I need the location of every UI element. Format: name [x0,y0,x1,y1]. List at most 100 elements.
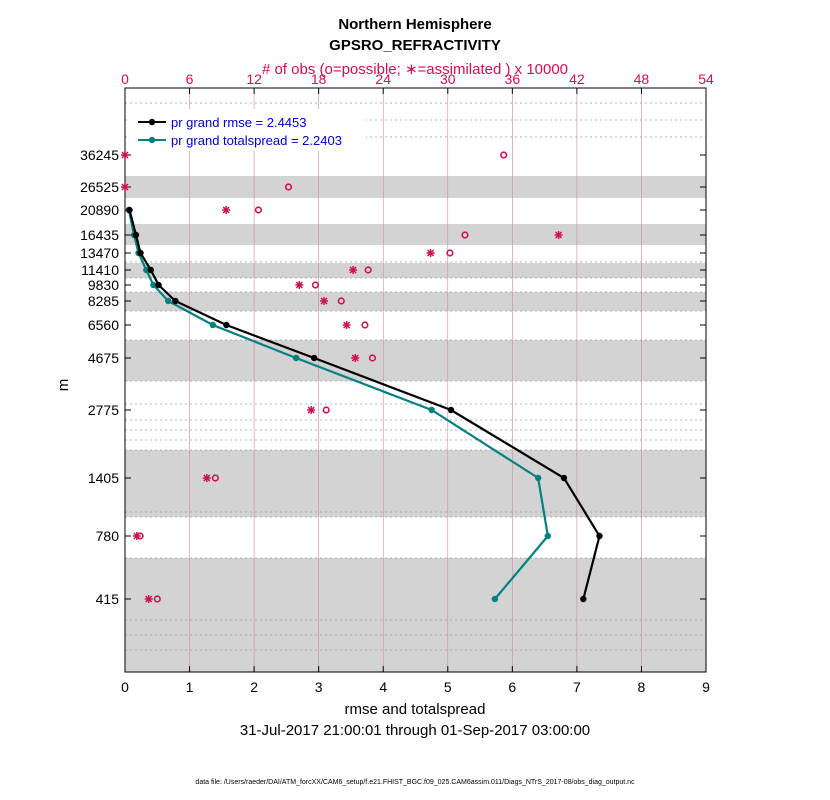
obs-possible-point [361,321,369,329]
obs-possible-point [368,354,377,362]
y-tick-label: 36245 [80,147,119,163]
rmse-point [580,595,587,603]
legend-spread-label: pr grand totalspread = 2.2403 [171,133,342,148]
obs-assimilated-point [222,206,231,214]
level-band [125,263,706,278]
top-axis-label: # of obs (o=possible; ∗=assimilated ) x … [262,61,568,78]
x-tick-label: 6 [508,679,516,695]
rmse-point [310,354,318,362]
obs-assimilated-point [554,231,563,239]
x-tick-label: 0 [121,679,129,695]
x-tick-label: 5 [444,679,452,695]
y-tick-label: 415 [96,591,120,607]
y-tick-label: 9830 [88,277,119,293]
legend-rmse-marker [148,118,156,126]
top-x-tick-label: 36 [505,71,521,87]
data-marks [121,151,603,603]
legend-box [130,109,366,151]
obs-possible-point [500,151,508,159]
obs-possible-point [211,474,219,482]
top-x-tick-label: 54 [698,71,714,87]
obs-possible-point [364,266,372,274]
x-tick-label: 3 [315,679,323,695]
chart-title: Northern Hemisphere [338,16,491,33]
y-tick-label: 8285 [88,293,119,309]
y-tick-label: 6560 [88,317,119,333]
top-x-tick-label: 48 [634,71,650,87]
grid-lines [125,88,706,672]
top-x-tick-label: 6 [186,71,194,87]
x-tick-label: 9 [702,679,710,695]
x-tick-label: 1 [186,679,194,695]
rmse-point [132,231,140,239]
level-band [125,340,706,381]
obs-assimilated-point [307,406,316,414]
x-tick-label: 8 [638,679,646,695]
axis-ticks: 0 1 2 3 4 5 6 7 8 90 6 12 18 24 30 36 42 48 54362452652520… [80,71,714,695]
obs-possible-point [153,595,161,603]
obs-possible-point [254,206,263,214]
obs-possible-point [461,231,469,239]
level-band [125,558,706,672]
obs-assimilated-point [349,266,358,274]
legend: pr grand rmse = 2.4453 pr grand totalspr… [130,109,366,151]
x-axis-label: rmse and totalspread [345,701,486,718]
rmse-point [447,406,455,414]
top-x-tick-label: 30 [440,71,456,87]
obs-assimilated-point [132,532,141,540]
y-tick-label: 20890 [80,202,119,218]
y-tick-label: 2775 [88,402,119,418]
spread-point [150,281,157,289]
obs-possible-point [337,297,345,305]
legend-rmse-label: pr grand rmse = 2.4453 [171,115,307,130]
obs-assimilated-point [342,321,351,329]
rmse-point [147,266,155,274]
rmse-point [172,297,179,305]
y-tick-label: 1405 [88,470,119,486]
rmse-point [126,206,133,214]
spread-point [491,595,499,603]
y-tick-label: 16435 [80,227,119,243]
top-x-tick-label: 24 [375,71,391,87]
rmse-point [155,281,162,289]
spread-point [143,266,150,274]
footnote: data file: /Users/raeder/DAI/ATM_forcXX/… [195,779,635,786]
top-x-tick-label: 18 [311,71,327,87]
obs-assimilated-point [121,183,129,191]
top-x-tick-label: 0 [121,71,129,87]
plot-frame [124,87,707,673]
rmse-point [560,474,568,482]
y-axis-label: m [55,379,72,392]
y-tick-label: 26525 [80,179,119,195]
obs-possible-point [284,183,293,191]
rmse-point [596,532,603,540]
obs-assimilated-point [144,595,153,603]
level-band [125,450,706,517]
obs-assimilated-point [351,354,360,362]
y-tick-label: 13470 [80,245,119,261]
top-x-tick-label: 42 [569,71,585,87]
spread-point [292,354,300,362]
rmse-point [137,249,144,257]
chart-subtitle: GPSRO_REFRACTIVITY [329,37,501,54]
spread-point [534,474,542,482]
obs-assimilated-point [320,297,329,305]
x-tick-label: 2 [250,679,258,695]
rmse-point [223,321,230,329]
x-tick-label: 4 [379,679,387,695]
level-bands [125,176,706,672]
y-tick-label: 4675 [88,350,119,366]
legend-spread-marker [148,136,156,144]
x-tick-label: 7 [573,679,581,695]
spread-point [544,532,552,540]
obs-assimilated-point [202,474,211,482]
level-band [125,292,706,311]
obs-possible-point [311,281,320,289]
obs-assimilated-point [426,249,435,257]
obs-assimilated-point [295,281,304,289]
spread-point [165,297,172,305]
level-band [125,176,706,198]
spread-point [209,321,216,329]
obs-assimilated-point [121,151,129,159]
